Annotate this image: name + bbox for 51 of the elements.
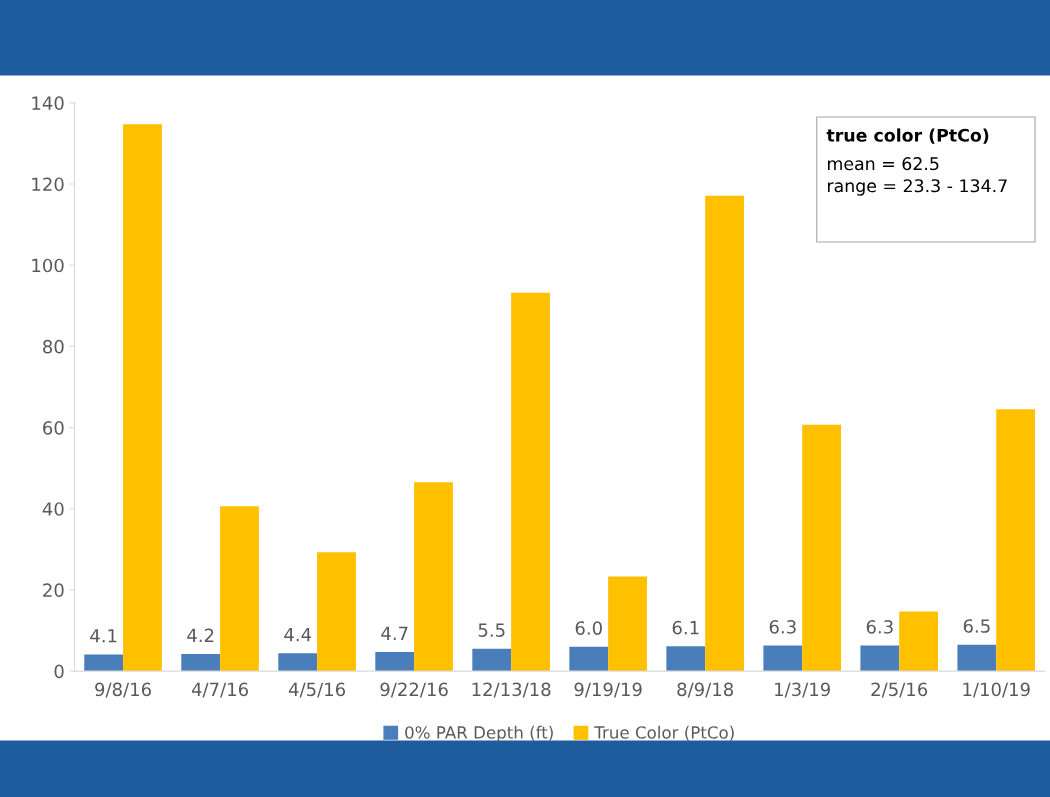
y-tick-label: 140 [32, 96, 64, 110]
x-tick-label: 9/19/19 [574, 682, 642, 698]
x-tick-label: 12/13/18 [472, 682, 551, 698]
bar [608, 576, 647, 672]
bar [957, 644, 997, 672]
data-label: 4.2 [187, 628, 214, 642]
bar [414, 482, 453, 672]
bar [996, 409, 1036, 672]
y-tick-label: 120 [32, 177, 64, 192]
data-label: 6.5 [963, 619, 990, 633]
y-tick-label: 20 [43, 583, 64, 598]
bar [899, 611, 939, 672]
bar [317, 552, 356, 672]
x-tick-label: 9/8/16 [95, 682, 151, 698]
legend-label: True Color (PtCo) [594, 725, 734, 741]
bar [802, 424, 842, 672]
bar [375, 652, 415, 672]
bar [84, 654, 124, 672]
bar [569, 646, 609, 672]
bar [666, 646, 706, 672]
data-label: 5.5 [478, 623, 505, 637]
x-tick-label: 2/5/16 [871, 682, 928, 698]
bar [860, 645, 900, 672]
x-tick-label: 8/9/18 [677, 682, 733, 698]
x-tick-label: 9/22/16 [380, 682, 448, 698]
bar [763, 645, 803, 672]
legend-label: 0% PAR Depth (ft) [405, 725, 553, 742]
data-label: 6.3 [769, 620, 796, 634]
bar [181, 654, 221, 672]
annotation: true color (PtCo) mean = 62.5 range = 23.3 - 134.7 [826, 128, 1007, 196]
y-tick-label: 0 [54, 664, 64, 679]
bar [511, 292, 550, 672]
y-tick-label: 60 [43, 420, 64, 435]
x-tick-label: 4/7/16 [191, 682, 248, 698]
data-label: 4.7 [381, 626, 408, 640]
bar [123, 124, 162, 672]
data-label: 6.3 [866, 620, 893, 634]
data-label: 6.1 [672, 620, 699, 635]
bar [278, 653, 318, 672]
data-label: 4.1 [90, 629, 117, 643]
x-tick-label: 1/10/19 [963, 682, 1030, 698]
data-label: 4.4 [284, 627, 312, 642]
x-tick-label: 4/5/16 [288, 682, 346, 698]
bar [705, 195, 744, 672]
bar [220, 506, 259, 672]
y-tick-label: 100 [32, 258, 64, 273]
y-tick-label: 80 [43, 339, 64, 354]
y-tick-label: 40 [42, 502, 64, 516]
bar [472, 648, 512, 672]
data-label: 6.0 [575, 621, 602, 635]
x-tick-label: 1/3/19 [775, 682, 830, 698]
